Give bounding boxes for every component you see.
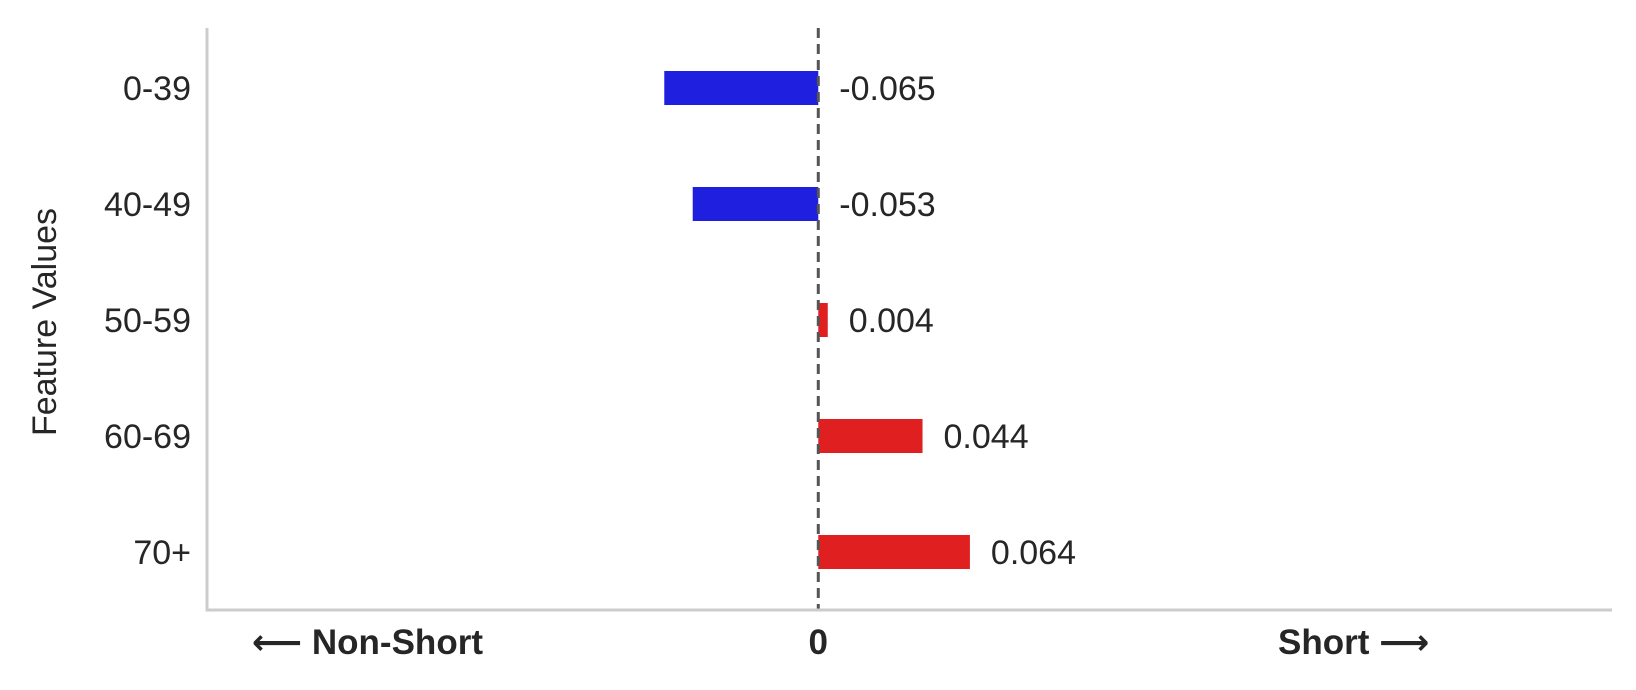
value-label: -0.065 — [839, 70, 935, 108]
y-tick-label: 50-59 — [104, 302, 191, 340]
bar-70+ — [818, 535, 970, 569]
zero-label: 0 — [809, 623, 828, 662]
y-tick-labels: 0-39 40-49 50-59 60-69 70+ — [104, 70, 191, 572]
value-label: 0.064 — [991, 534, 1076, 572]
value-label: 0.004 — [849, 302, 934, 340]
value-label: 0.044 — [944, 418, 1029, 456]
y-axis-title: Feature Values — [26, 208, 64, 436]
value-labels: -0.065 -0.053 0.004 0.044 0.064 — [839, 70, 1076, 572]
y-tick-label: 40-49 — [104, 186, 191, 224]
y-tick-label: 60-69 — [104, 418, 191, 456]
value-label: -0.053 — [839, 186, 935, 224]
non-short-direction-label: ⟵ Non-Short — [252, 623, 483, 662]
bar-0-39 — [664, 71, 819, 105]
bar-40-49 — [692, 187, 819, 221]
bar-60-69 — [818, 419, 923, 453]
short-direction-label: Short ⟶ — [1278, 623, 1429, 662]
bar-50-59 — [818, 303, 828, 337]
bars — [664, 71, 970, 569]
y-tick-label: 0-39 — [123, 70, 191, 108]
y-tick-label: 70+ — [133, 534, 191, 572]
